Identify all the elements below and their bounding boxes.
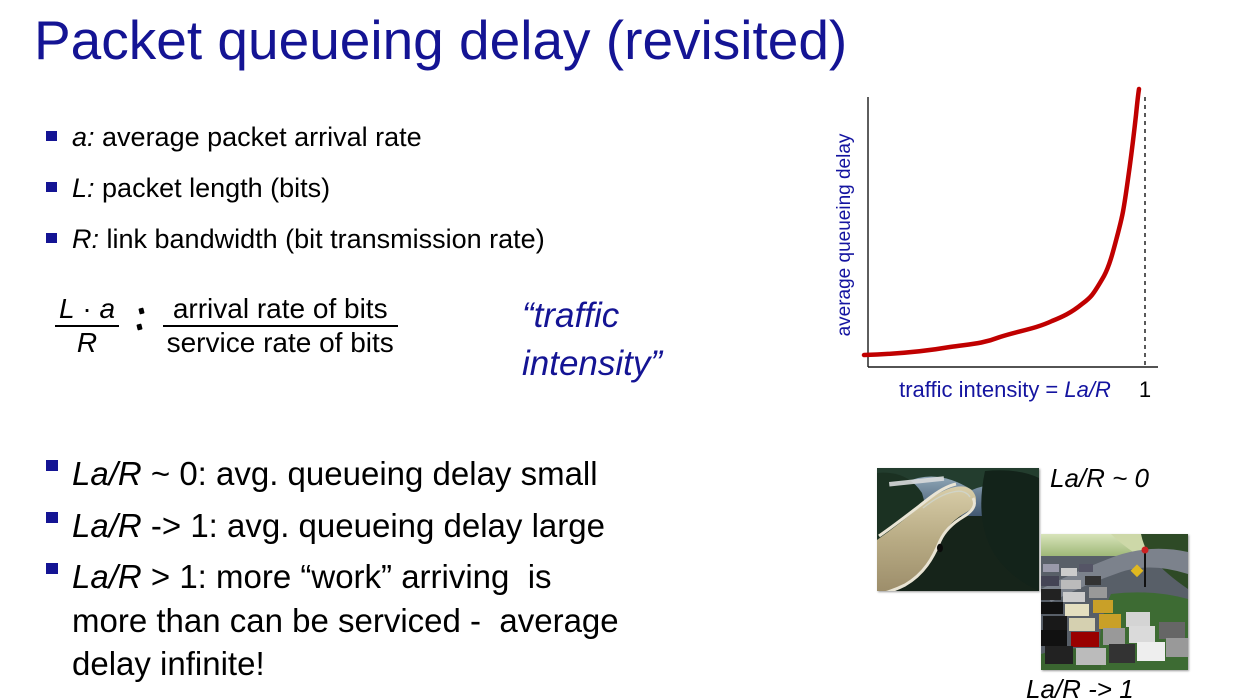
svg-text:average queueing delay: average queueing delay xyxy=(834,133,855,336)
svg-text:1: 1 xyxy=(1139,377,1151,402)
svg-text:traffic intensity = La/R: traffic intensity = La/R xyxy=(899,377,1111,402)
